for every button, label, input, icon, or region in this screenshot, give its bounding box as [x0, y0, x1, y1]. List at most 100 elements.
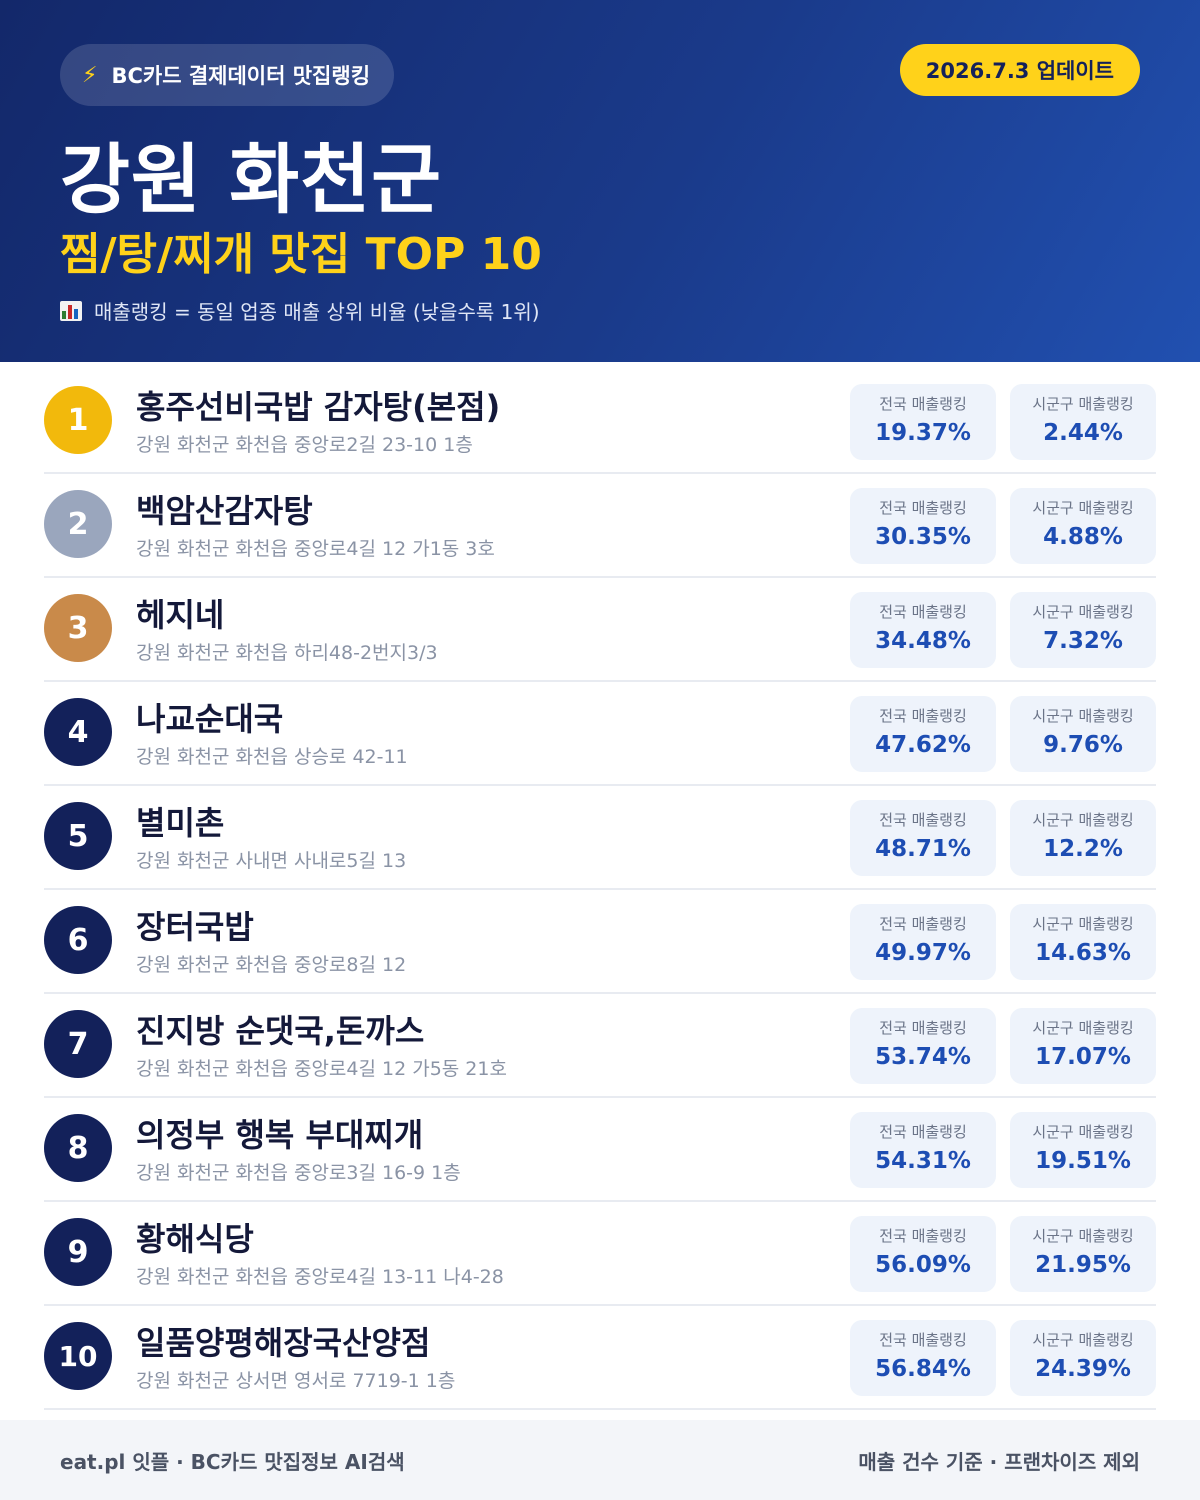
ranking-value: 47.62%	[875, 732, 971, 758]
ranking-value: 4.88%	[1043, 524, 1123, 550]
footer: eat.pl 잇플 · BC카드 맛집정보 AI검색 매출 건수 기준 · 프랜…	[0, 1420, 1200, 1500]
ranking-note-text: 매출랭킹 = 동일 업종 매출 상위 비율 (낮을수록 1위)	[94, 300, 540, 324]
ranking-value: 19.51%	[1035, 1148, 1131, 1174]
ranking-value: 14.63%	[1035, 940, 1131, 966]
ranking-label: 시군구 매출랭킹	[1032, 1123, 1134, 1141]
ranking-value: 12.2%	[1043, 836, 1123, 862]
local-ranking-badge: 시군구 매출랭킹 14.63%	[1010, 904, 1156, 980]
ranking-label: 시군구 매출랭킹	[1032, 603, 1134, 621]
brand-pill: ⚡ BC카드 결제데이터 맛집랭킹	[60, 44, 395, 106]
rank-badge: 5	[44, 802, 112, 870]
rank-badge: 9	[44, 1218, 112, 1286]
ranking-label: 시군구 매출랭킹	[1032, 1331, 1134, 1349]
ranking-value: 24.39%	[1035, 1356, 1131, 1382]
national-ranking-badge: 전국 매출랭킹 19.37%	[850, 384, 996, 460]
restaurant-name[interactable]: 황해식당	[136, 1220, 254, 1258]
ranking-label: 전국 매출랭킹	[879, 1019, 967, 1037]
ranking-label: 전국 매출랭킹	[879, 1123, 967, 1141]
rank-badge: 7	[44, 1010, 112, 1078]
restaurant-name[interactable]: 일품양평해장국산양점	[136, 1324, 431, 1362]
footer-source: eat.pl 잇플 · BC카드 맛집정보 AI검색	[60, 1449, 405, 1474]
ranking-value: 56.09%	[875, 1252, 971, 1278]
ranking-label: 전국 매출랭킹	[879, 811, 967, 829]
header: ⚡ BC카드 결제데이터 맛집랭킹 2026.7.3 업데이트 강원 화천군 찜…	[0, 0, 1200, 362]
restaurant-name[interactable]: 진지방 순댓국,돈까스	[136, 1012, 425, 1050]
list-item[interactable]: 2 백암산감자탕 강원 화천군 화천읍 중앙로4길 12 가1동 3호 전국 매출랭킹…	[44, 474, 1156, 578]
ranking-value: 17.07%	[1035, 1044, 1131, 1070]
ranking-label: 전국 매출랭킹	[879, 603, 967, 621]
ranking-label: 시군구 매출랭킹	[1032, 1019, 1134, 1037]
rank-badge: 3	[44, 594, 112, 662]
ranking-value: 19.37%	[875, 420, 971, 446]
bar-chart-icon	[60, 300, 82, 321]
restaurant-name[interactable]: 장터국밥	[136, 908, 254, 946]
ranking-label: 시군구 매출랭킹	[1032, 395, 1134, 413]
page-title: 강원 화천군	[60, 135, 443, 224]
restaurant-name[interactable]: 의정부 행복 부대찌개	[136, 1116, 424, 1154]
national-ranking-badge: 전국 매출랭킹 56.84%	[850, 1320, 996, 1396]
ranking-value: 2.44%	[1043, 420, 1123, 446]
restaurant-address: 강원 화천군 화천읍 상승로 42-11	[136, 746, 408, 768]
restaurant-name[interactable]: 백암산감자탕	[136, 492, 313, 530]
lightning-icon: ⚡	[82, 62, 98, 88]
restaurant-address: 강원 화천군 화천읍 중앙로4길 12 가1동 3호	[136, 538, 495, 560]
local-ranking-badge: 시군구 매출랭킹 21.95%	[1010, 1216, 1156, 1292]
ranking-label: 전국 매출랭킹	[879, 1227, 967, 1245]
ranking-label: 전국 매출랭킹	[879, 499, 967, 517]
ranking-label: 전국 매출랭킹	[879, 1331, 967, 1349]
local-ranking-badge: 시군구 매출랭킹 4.88%	[1010, 488, 1156, 564]
page-subtitle: 찜/탕/찌개 맛집 TOP 10	[60, 229, 542, 280]
local-ranking-badge: 시군구 매출랭킹 17.07%	[1010, 1008, 1156, 1084]
restaurant-address: 강원 화천군 화천읍 중앙로8길 12	[136, 954, 407, 976]
national-ranking-badge: 전국 매출랭킹 54.31%	[850, 1112, 996, 1188]
national-ranking-badge: 전국 매출랭킹 49.97%	[850, 904, 996, 980]
national-ranking-badge: 전국 매출랭킹 48.71%	[850, 800, 996, 876]
restaurant-name[interactable]: 헤지네	[136, 596, 225, 634]
restaurant-list: 1 홍주선비국밥 감자탕(본점) 강원 화천군 화천읍 중앙로2길 23-10 1층…	[44, 370, 1156, 1410]
ranking-label: 전국 매출랭킹	[879, 395, 967, 413]
rank-badge: 6	[44, 906, 112, 974]
restaurant-address: 강원 화천군 상서면 영서로 7719-1 1층	[136, 1370, 456, 1392]
ranking-value: 49.97%	[875, 940, 971, 966]
national-ranking-badge: 전국 매출랭킹 34.48%	[850, 592, 996, 668]
restaurant-address: 강원 화천군 화천읍 하리48-2번지3/3	[136, 642, 438, 664]
list-item[interactable]: 8 의정부 행복 부대찌개 강원 화천군 화천읍 중앙로3길 16-9 1층 전국 매…	[44, 1098, 1156, 1202]
ranking-note: 매출랭킹 = 동일 업종 매출 상위 비율 (낮을수록 1위)	[60, 296, 540, 325]
local-ranking-badge: 시군구 매출랭킹 24.39%	[1010, 1320, 1156, 1396]
restaurant-name[interactable]: 별미촌	[136, 804, 225, 842]
restaurant-name[interactable]: 나교순대국	[136, 700, 284, 738]
list-item[interactable]: 4 나교순대국 강원 화천군 화천읍 상승로 42-11 전국 매출랭킹 47.62% 시…	[44, 682, 1156, 786]
ranking-value: 7.32%	[1043, 628, 1123, 654]
restaurant-address: 강원 화천군 화천읍 중앙로4길 13-11 나4-28	[136, 1266, 504, 1288]
ranking-value: 54.31%	[875, 1148, 971, 1174]
footer-criteria: 매출 건수 기준 · 프랜차이즈 제외	[858, 1449, 1140, 1474]
update-badge: 2026.7.3 업데이트	[899, 44, 1140, 96]
ranking-label: 시군구 매출랭킹	[1032, 811, 1134, 829]
national-ranking-badge: 전국 매출랭킹 53.74%	[850, 1008, 996, 1084]
local-ranking-badge: 시군구 매출랭킹 19.51%	[1010, 1112, 1156, 1188]
restaurant-address: 강원 화천군 화천읍 중앙로2길 23-10 1층	[136, 434, 473, 456]
ranking-value: 48.71%	[875, 836, 971, 862]
rank-badge: 10	[44, 1322, 112, 1390]
ranking-label: 시군구 매출랭킹	[1032, 915, 1134, 933]
ranking-label: 시군구 매출랭킹	[1032, 499, 1134, 517]
restaurant-address: 강원 화천군 사내면 사내로5길 13	[136, 850, 407, 872]
restaurant-address: 강원 화천군 화천읍 중앙로4길 12 가5동 21호	[136, 1058, 507, 1080]
ranking-label: 전국 매출랭킹	[879, 915, 967, 933]
local-ranking-badge: 시군구 매출랭킹 2.44%	[1010, 384, 1156, 460]
ranking-value: 56.84%	[875, 1356, 971, 1382]
national-ranking-badge: 전국 매출랭킹 30.35%	[850, 488, 996, 564]
national-ranking-badge: 전국 매출랭킹 56.09%	[850, 1216, 996, 1292]
list-item[interactable]: 1 홍주선비국밥 감자탕(본점) 강원 화천군 화천읍 중앙로2길 23-10 1층…	[44, 370, 1156, 474]
local-ranking-badge: 시군구 매출랭킹 12.2%	[1010, 800, 1156, 876]
restaurant-name[interactable]: 홍주선비국밥 감자탕(본점)	[136, 388, 501, 426]
national-ranking-badge: 전국 매출랭킹 47.62%	[850, 696, 996, 772]
ranking-label: 시군구 매출랭킹	[1032, 1227, 1134, 1245]
local-ranking-badge: 시군구 매출랭킹 9.76%	[1010, 696, 1156, 772]
